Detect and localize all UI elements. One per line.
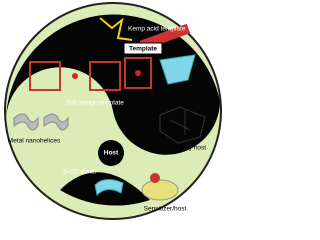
gamma-cd-label: γ-CD: [169, 89, 184, 96]
nanohelices-label: Metal nanohelices: [8, 138, 61, 145]
salt-bridge-molecule: [29, 57, 152, 91]
nanohelices: [13, 113, 69, 131]
salt-bridge-atoms: [72, 70, 141, 79]
host-badge: [98, 140, 124, 166]
figure: Kemp acid template Template Salt bridge …: [4, 2, 222, 220]
template-label: Template: [129, 46, 157, 53]
gamma-cd-shape: [159, 54, 196, 85]
salt-bridge-label: Salt bridge template: [66, 100, 124, 107]
sensitizer-label: Sensitizer/host: [144, 206, 187, 213]
beta-cd-dimer-shape: [94, 179, 124, 197]
beta-cd-label: β-CD dimer: [63, 169, 97, 176]
tri-cavity-label: Tri-cavity host: [166, 145, 206, 152]
kemp-molecule: [99, 17, 133, 41]
tri-cavity-shape: [159, 106, 206, 144]
sensitizer-shape: [141, 179, 179, 201]
yin-yang-dark-top: [6, 14, 220, 155]
kemp-label: Kemp acid template: [128, 26, 186, 33]
sensitizer-atom: [150, 173, 160, 183]
template-badge: [123, 42, 163, 55]
host-label: Host: [104, 150, 119, 157]
